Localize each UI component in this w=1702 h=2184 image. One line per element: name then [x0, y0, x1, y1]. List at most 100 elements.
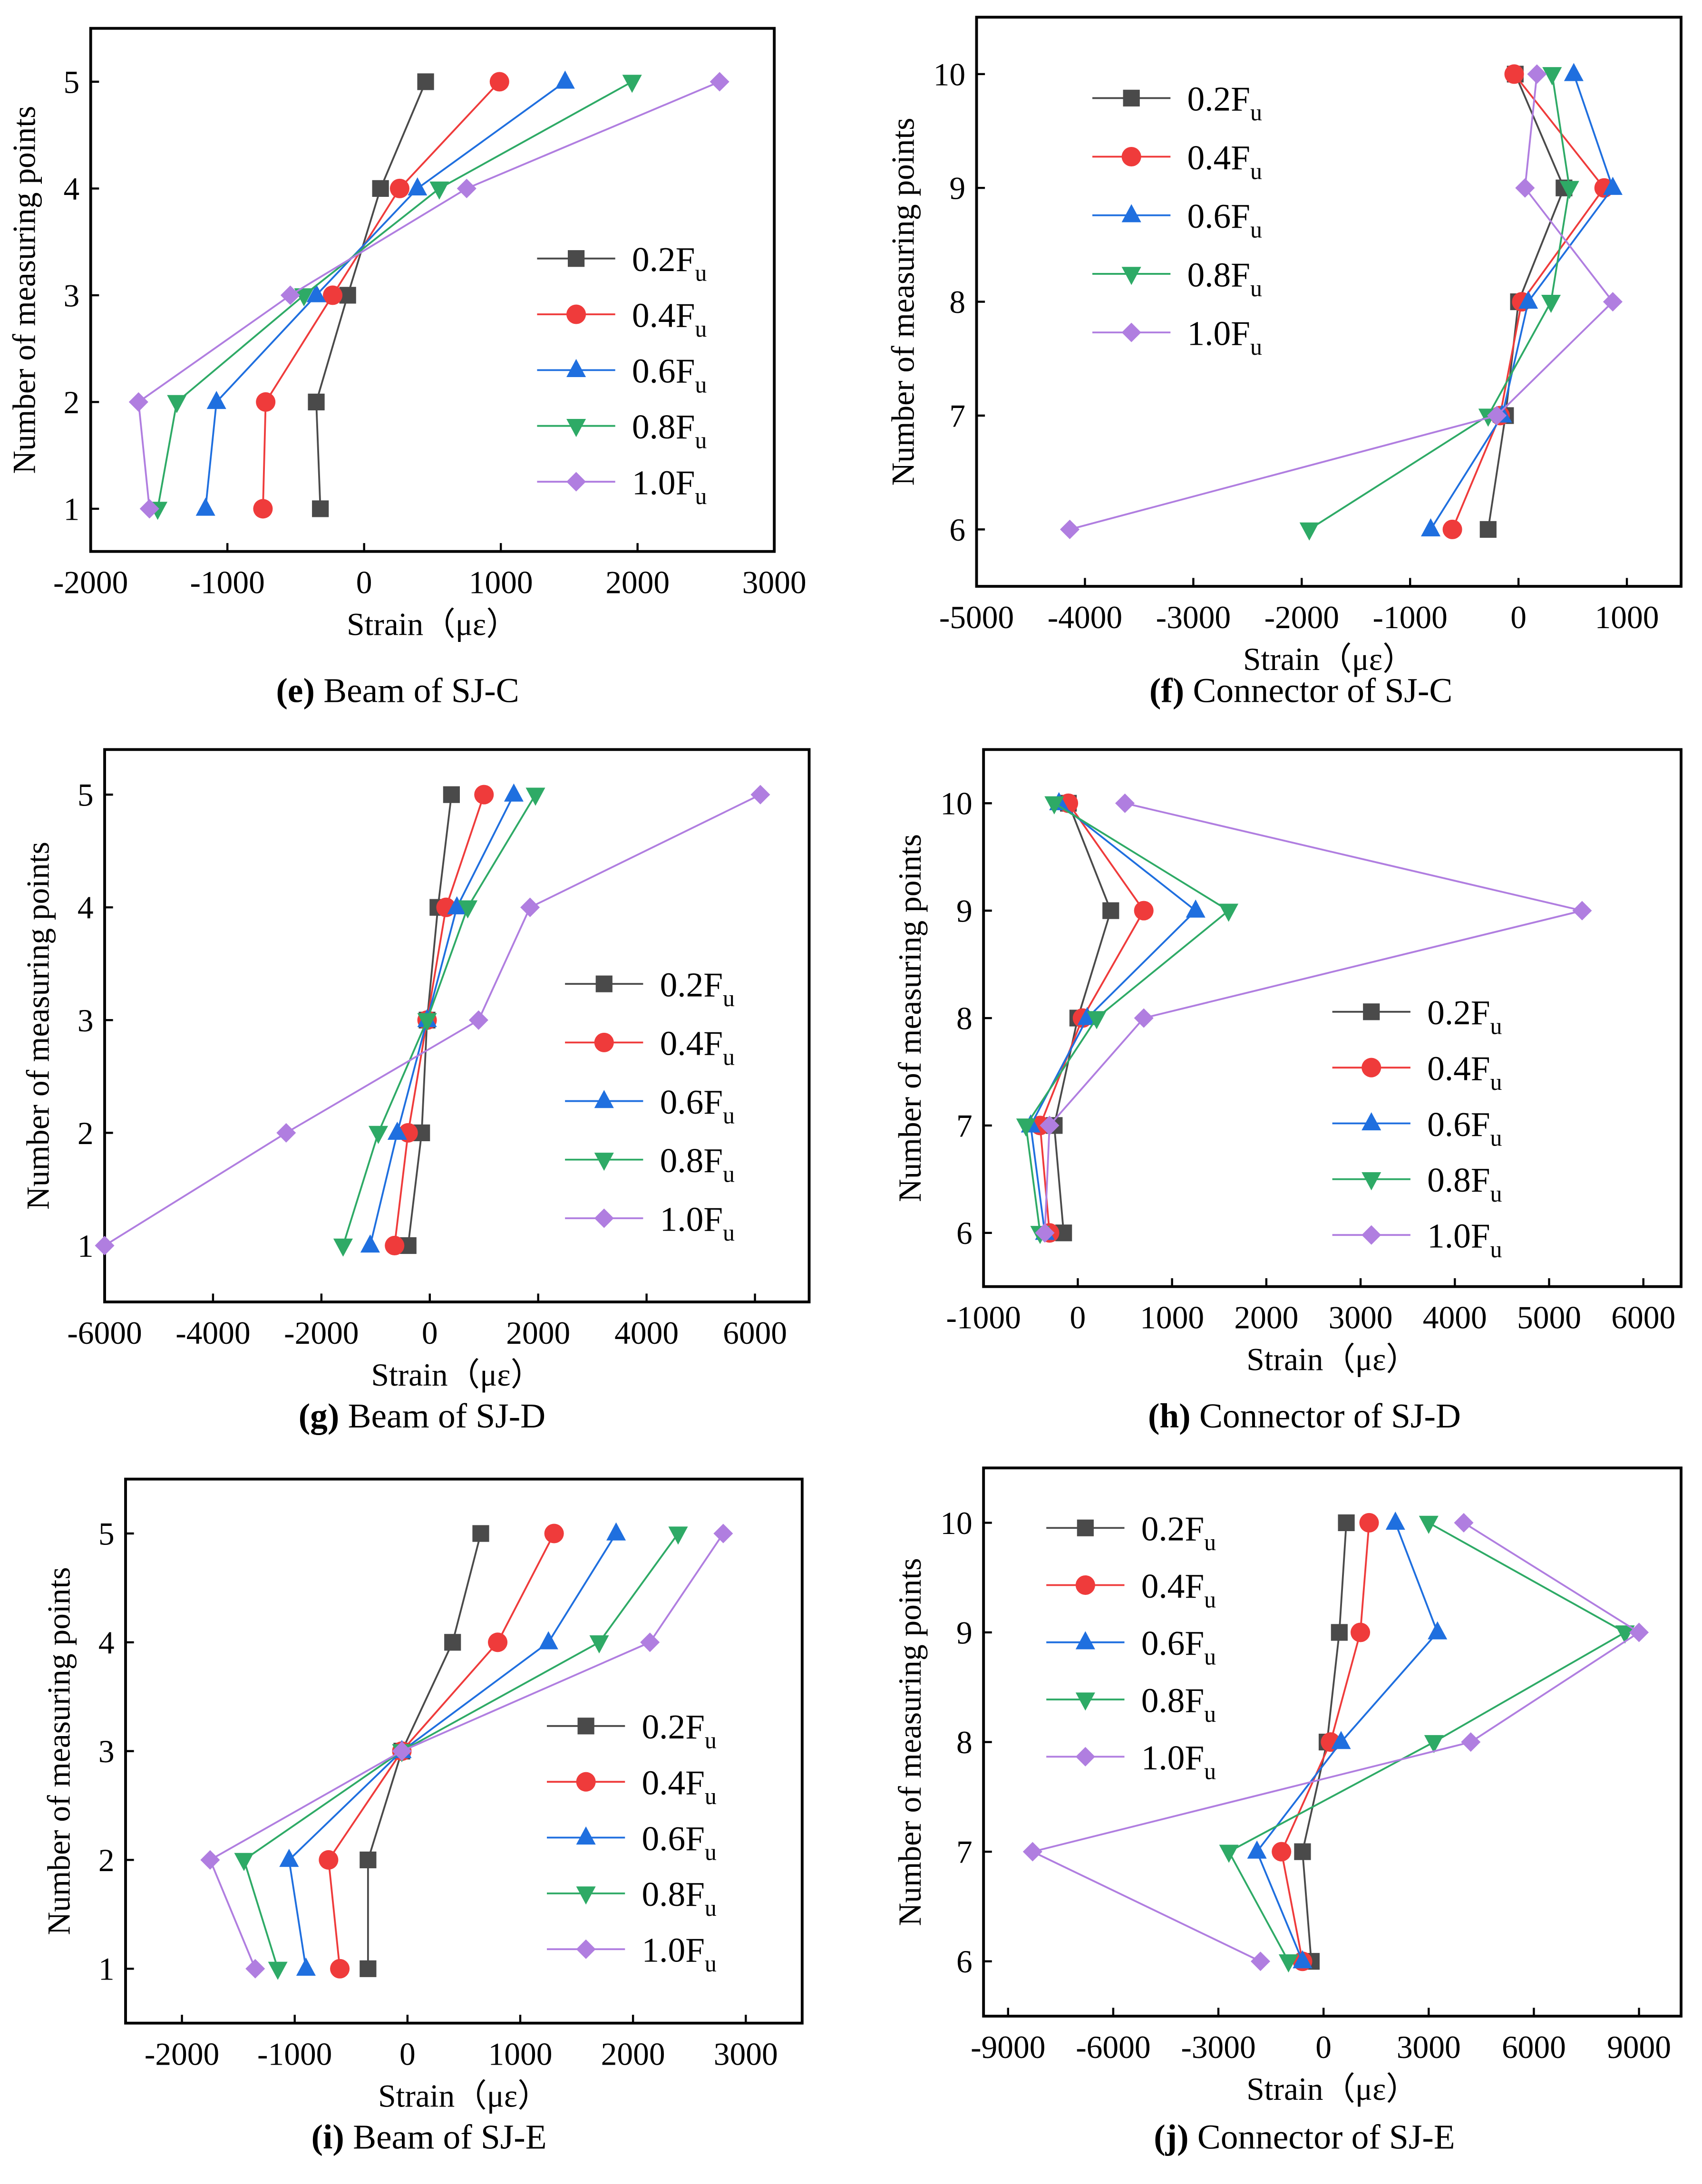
legend-subscript: u: [705, 1783, 717, 1809]
series-line: [1025, 802, 1230, 1233]
x-tick-label: 2000: [1234, 1300, 1298, 1336]
legend-subscript: u: [705, 1895, 717, 1921]
legend-label: 1.0Fu: [660, 1200, 735, 1246]
data-point: [443, 786, 460, 803]
legend-marker: [1077, 1519, 1094, 1536]
data-point: [1087, 1011, 1107, 1029]
legend-marker: [1123, 89, 1140, 107]
x-tick-label: -6000: [67, 1315, 142, 1351]
data-point: [1219, 903, 1239, 922]
data-point: [1603, 176, 1623, 195]
legend-subscript: u: [723, 1161, 735, 1187]
data-point: [1542, 67, 1562, 86]
y-axis-label: Number of measuring points: [892, 834, 928, 1202]
y-tick-label: 6: [949, 512, 965, 548]
legend-marker: [1363, 1003, 1380, 1020]
y-tick-label: 4: [78, 890, 94, 926]
x-tick-label: -1000: [190, 565, 264, 601]
legend-subscript: u: [705, 1728, 717, 1754]
y-tick-label: 9: [949, 171, 965, 206]
data-point: [308, 393, 325, 411]
x-axis-label: Strain（με）: [1246, 2071, 1418, 2107]
x-axis-label: Strain（με）: [347, 607, 518, 642]
data-point: [1518, 291, 1538, 309]
y-tick-label: 5: [98, 1516, 115, 1552]
legend-name: 0.4F: [642, 1764, 704, 1802]
data-point: [1102, 902, 1119, 919]
legend-name: 0.6F: [632, 352, 695, 390]
legend-marker: [1362, 1225, 1381, 1245]
legend-subscript: u: [695, 427, 707, 454]
legend-name: 1.0F: [1427, 1217, 1490, 1255]
legend-subscript: u: [1490, 1125, 1502, 1151]
legend-name: 0.4F: [1141, 1567, 1204, 1605]
data-point: [294, 288, 314, 307]
legend-name: 0.8F: [660, 1141, 723, 1180]
legend-name: 0.8F: [632, 408, 695, 446]
y-tick-label: 8: [956, 1000, 973, 1036]
chart-panel: -6000 -4000 -2000 0 2000 4000 6000 1 2 3 4 5 Strain（…: [20, 748, 811, 1435]
data-point: [323, 285, 343, 305]
data-point: [447, 896, 467, 914]
data-point: [1338, 1514, 1355, 1531]
legend-marker: [1362, 1112, 1381, 1131]
caption-text: Connector of SJ-E: [1189, 2118, 1455, 2156]
data-point: [520, 897, 540, 917]
legend-subscript: u: [695, 371, 707, 398]
x-tick-label: -4000: [1048, 600, 1122, 635]
data-point: [408, 177, 428, 196]
x-tick-label: 6000: [723, 1315, 787, 1351]
x-tick-label: 2000: [601, 2037, 665, 2072]
y-tick-label: 6: [956, 1215, 973, 1251]
legend-marker: [1121, 146, 1141, 167]
legend-name: 1.0F: [1187, 314, 1250, 353]
legend-name: 0.6F: [1187, 197, 1250, 235]
data-point: [472, 1525, 489, 1542]
legend-name: 0.8F: [642, 1875, 704, 1913]
data-point: [1134, 901, 1154, 921]
data-point: [312, 500, 329, 517]
data-point: [474, 785, 494, 805]
x-tick-label: 0: [399, 2037, 416, 2072]
series-line: [204, 81, 566, 509]
legend-subscript: u: [695, 260, 707, 286]
caption-letter: (e): [276, 671, 314, 710]
legend-subscript: u: [1490, 1236, 1502, 1262]
y-axis-label: Number of measuring points: [20, 842, 56, 1210]
legend-name: 0.2F: [1187, 80, 1250, 118]
data-point: [457, 178, 477, 198]
y-tick-label: 3: [78, 1003, 94, 1039]
legend-subscript: u: [723, 1103, 735, 1129]
legend-marker: [566, 359, 586, 378]
caption-text: Beam of SJ-E: [344, 2118, 547, 2156]
x-tick-label: 0: [1510, 600, 1527, 635]
data-point: [330, 1959, 350, 1979]
data-point: [95, 1235, 115, 1256]
legend-label: 0.8Fu: [1187, 255, 1262, 301]
y-axis-label: Number of measuring points: [6, 106, 42, 474]
legend-label: 0.8Fu: [1141, 1681, 1216, 1727]
series-line: [327, 1533, 555, 1969]
x-tick-label: -3000: [1181, 2029, 1255, 2065]
y-tick-label: 5: [63, 64, 79, 100]
x-tick-label: 3000: [1329, 1300, 1393, 1336]
data-point: [1428, 1621, 1448, 1640]
data-point: [1603, 292, 1623, 312]
legend-subscript: u: [1250, 99, 1262, 126]
x-axis-label: Strain（με）: [1246, 1342, 1418, 1378]
legend-name: 0.2F: [1427, 993, 1490, 1032]
plot-frame: [89, 27, 776, 553]
x-tick-label: 1000: [469, 565, 533, 601]
x-tick-label: 2000: [605, 565, 670, 601]
legend-marker: [1075, 1747, 1095, 1767]
legend-subscript: u: [1204, 1701, 1216, 1727]
x-tick-label: 4000: [1423, 1300, 1487, 1336]
y-axis-label: Number of measuring points: [41, 1567, 77, 1935]
data-point: [372, 180, 389, 197]
data-point: [1629, 1622, 1649, 1642]
caption-text: Beam of SJ-C: [315, 671, 519, 710]
y-tick-label: 6: [956, 1944, 973, 1980]
legend-marker: [567, 250, 585, 267]
legend-label: 0.8Fu: [1427, 1161, 1502, 1207]
y-tick-label: 4: [63, 171, 79, 207]
